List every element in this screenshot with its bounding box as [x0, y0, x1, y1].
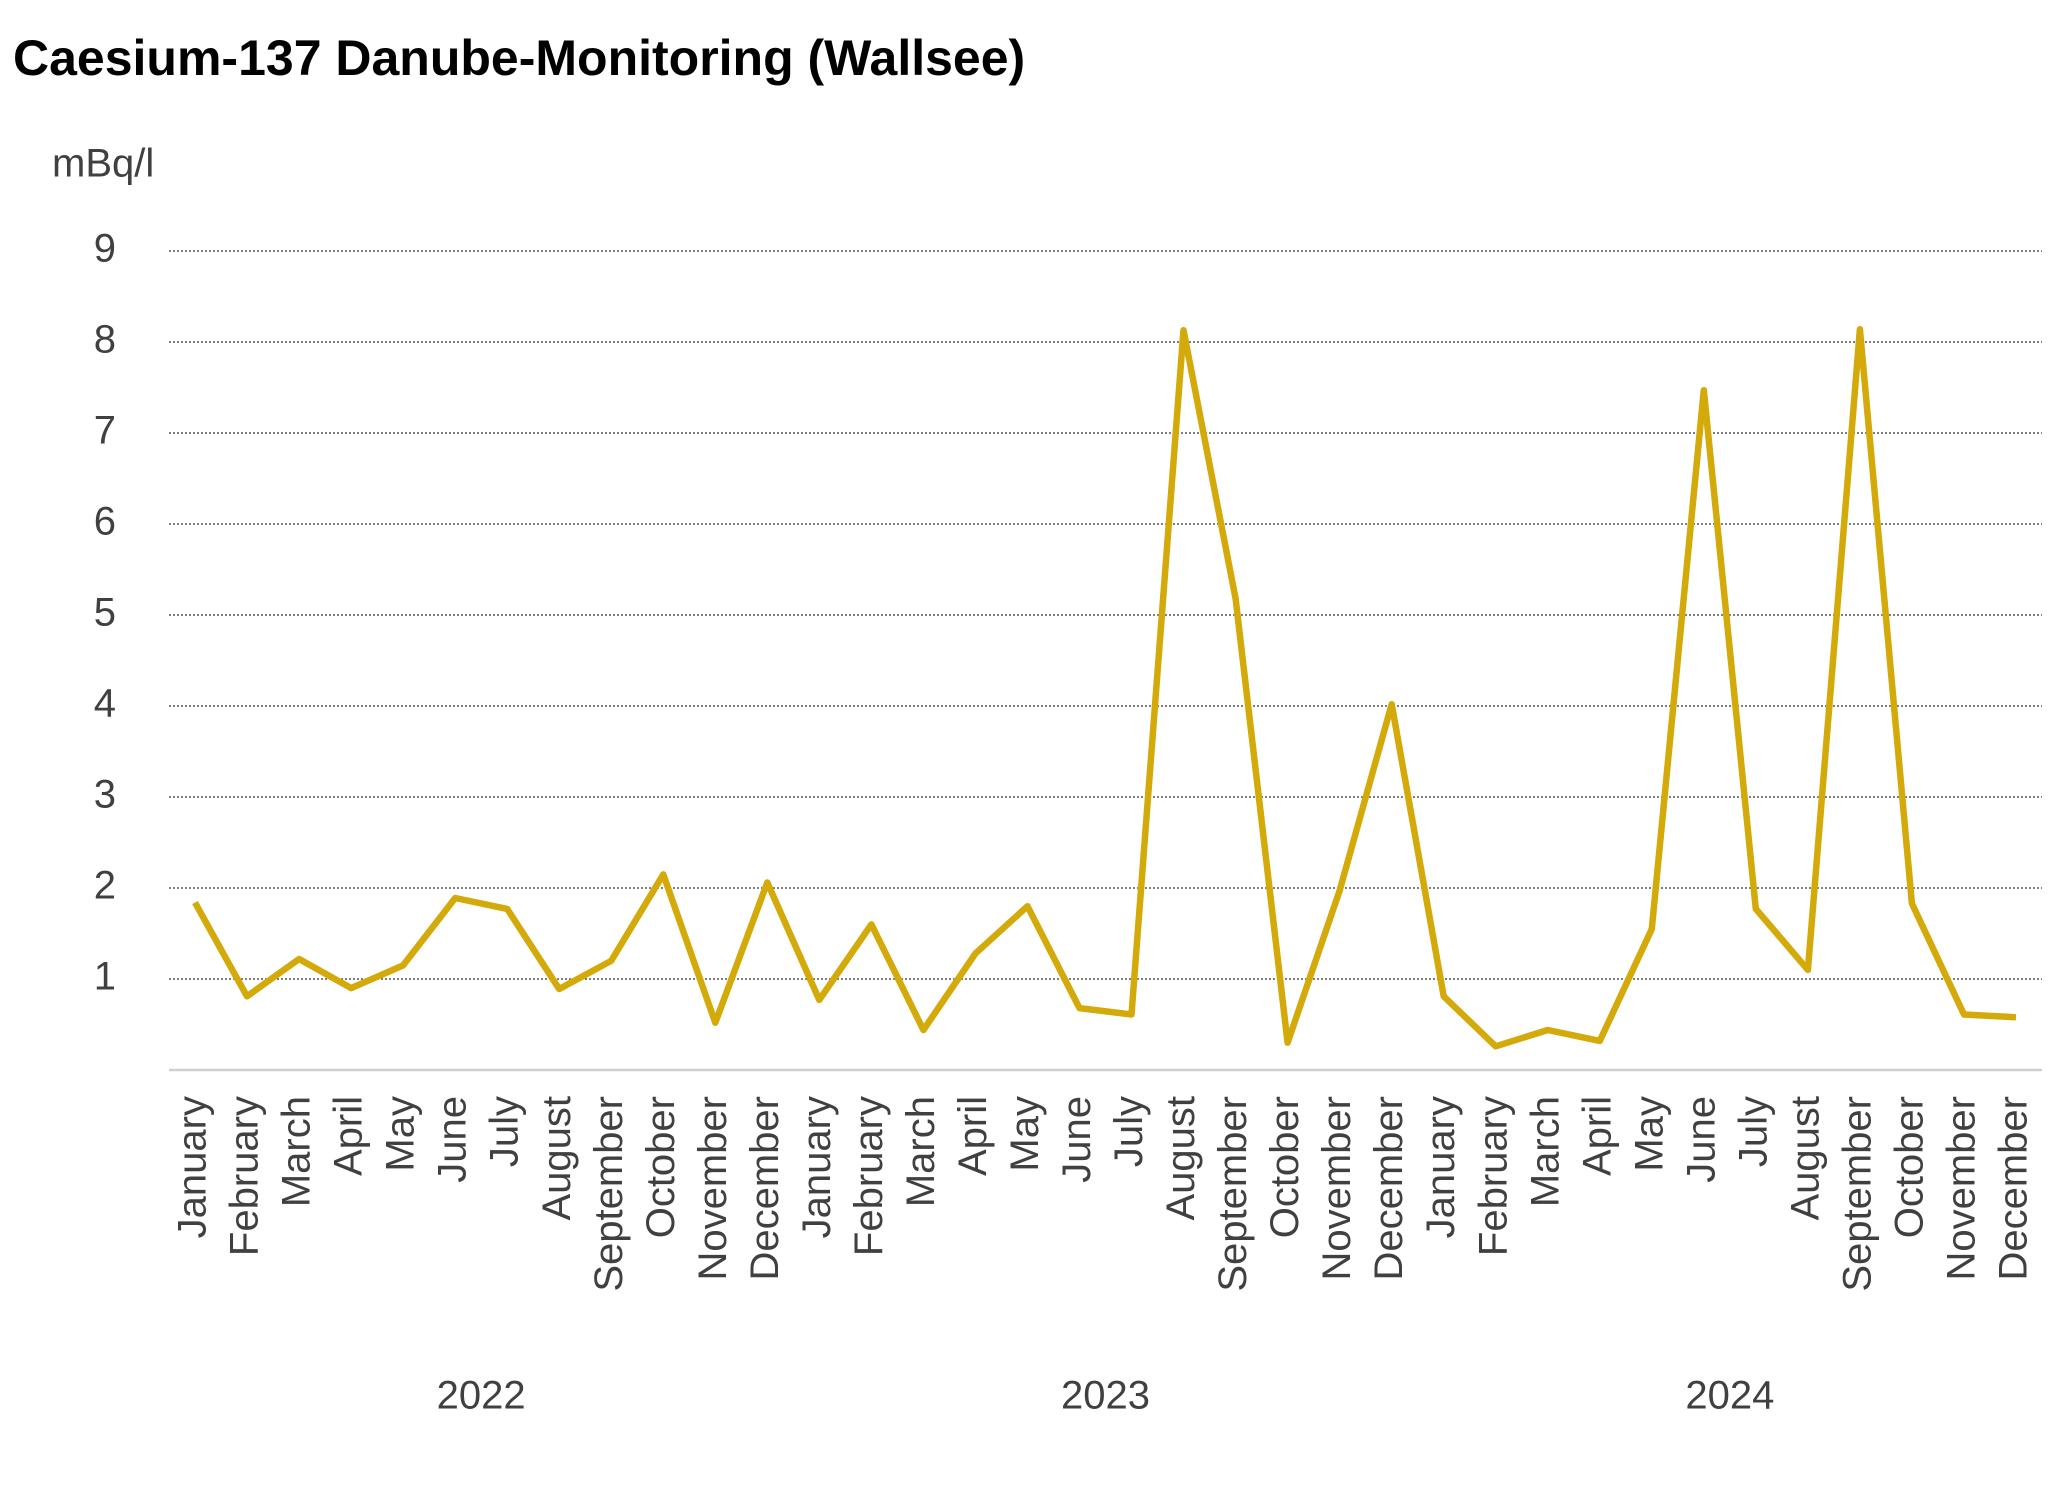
- x-tick-label: June: [1055, 1096, 1099, 1183]
- y-axis-label: mBq/l: [52, 142, 154, 186]
- x-tick-label: April: [1575, 1096, 1619, 1176]
- x-tick-label: February: [847, 1096, 891, 1256]
- y-tick-label: 1: [94, 955, 116, 999]
- y-tick-label: 5: [94, 591, 116, 635]
- x-tick-label: November: [1940, 1096, 1984, 1281]
- x-tick-label: March: [1523, 1096, 1567, 1207]
- x-tick-label: October: [1263, 1096, 1307, 1238]
- x-tick-label: March: [899, 1096, 943, 1207]
- x-tick-label: January: [795, 1096, 839, 1238]
- y-tick-label: 8: [94, 318, 116, 362]
- x-tick-label: May: [379, 1096, 423, 1172]
- x-tick-label: July: [1731, 1096, 1775, 1167]
- y-tick-label: 2: [94, 864, 116, 908]
- x-tick-label: April: [951, 1096, 995, 1176]
- x-tick-label: December: [1992, 1096, 2036, 1281]
- x-group-label: 2023: [1061, 1374, 1150, 1418]
- x-tick-label: August: [1783, 1096, 1827, 1221]
- x-tick-label: January: [1419, 1096, 1463, 1238]
- x-tick-label: December: [743, 1096, 787, 1281]
- y-tick-label: 4: [94, 682, 116, 726]
- x-tick-label: May: [1627, 1096, 1671, 1172]
- x-tick-label: March: [275, 1096, 319, 1207]
- x-tick-label: February: [1471, 1096, 1515, 1256]
- x-tick-label: October: [639, 1096, 683, 1238]
- x-tick-label: February: [223, 1096, 267, 1256]
- x-tick-label: May: [1003, 1096, 1047, 1172]
- y-tick-label: 7: [94, 409, 116, 453]
- x-tick-label: July: [1107, 1096, 1151, 1167]
- x-tick-label: June: [431, 1096, 475, 1183]
- x-tick-label: December: [1367, 1096, 1411, 1281]
- x-tick-label: June: [1679, 1096, 1723, 1183]
- x-tick-label: September: [1211, 1096, 1255, 1292]
- x-tick-label: January: [171, 1096, 215, 1238]
- chart-title: Caesium-137 Danube-Monitoring (Wallsee): [13, 30, 1025, 86]
- x-group-label: 2022: [437, 1374, 526, 1418]
- x-tick-label: September: [587, 1096, 631, 1292]
- x-tick-label: August: [535, 1096, 579, 1221]
- x-tick-label: November: [1315, 1096, 1359, 1281]
- x-tick-label: July: [483, 1096, 527, 1167]
- x-tick-label: November: [691, 1096, 735, 1281]
- x-tick-label: April: [327, 1096, 371, 1176]
- y-tick-label: 3: [94, 773, 116, 817]
- y-tick-label: 9: [94, 227, 116, 271]
- x-tick-label: September: [1835, 1096, 1879, 1292]
- x-tick-label: October: [1887, 1096, 1931, 1238]
- x-group-label: 2024: [1685, 1374, 1774, 1418]
- x-tick-label: August: [1159, 1096, 1203, 1221]
- y-tick-label: 6: [94, 500, 116, 544]
- data-line: [192, 326, 2017, 1050]
